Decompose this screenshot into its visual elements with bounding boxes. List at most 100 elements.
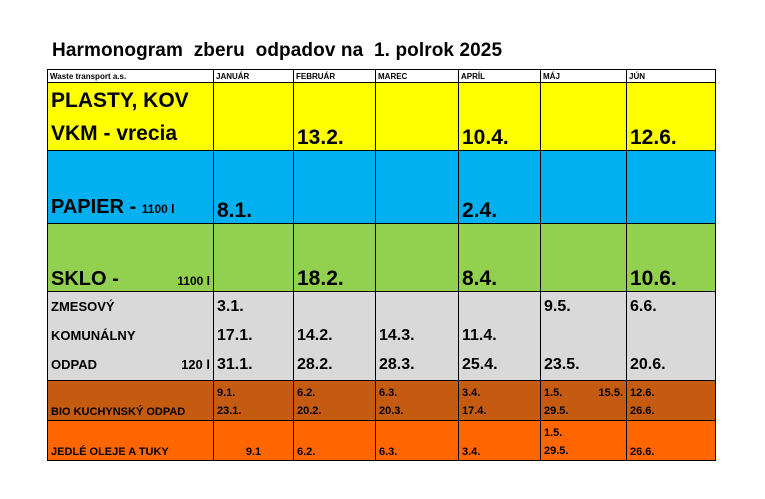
date-text: 29.5. <box>544 445 569 457</box>
date-text: 20.2. <box>297 405 322 417</box>
date-text: 17.4. <box>462 405 487 417</box>
date-cell <box>540 223 627 292</box>
date-cell <box>213 223 294 292</box>
date-cell <box>375 223 459 292</box>
date-text: 23.5. <box>544 356 580 373</box>
month-header: FEBRUÁR <box>293 69 376 83</box>
date-cell: 6.6. 20.6. <box>626 291 716 381</box>
date-cell: 3.1. 17.1. 31.1. <box>213 291 294 381</box>
date-text: 31.1. <box>217 356 253 373</box>
date-text <box>544 321 623 350</box>
date-cell <box>375 150 459 224</box>
date-cell: 3.4. 17.4. <box>458 380 541 421</box>
date-text: 6.6. <box>630 298 657 315</box>
collection-schedule-table: Waste transport a.s. JANUÁR FEBRUÁR MARE… <box>47 69 716 461</box>
date-text <box>379 293 455 322</box>
date-cell: 9.1 <box>213 420 294 461</box>
date-text: 23.1. <box>217 405 242 417</box>
date-cell: 9.1. 23.1. <box>213 380 294 421</box>
date-cell: 9.5. 23.5. <box>540 291 627 381</box>
date-text: 15.5. <box>598 387 623 399</box>
date-cell: 10.4. <box>458 82 541 151</box>
date-text: 9.1 <box>245 446 262 458</box>
volume-text: 1100 l <box>141 202 175 216</box>
date-cell <box>375 82 459 151</box>
date-text: 3.4. <box>462 446 481 458</box>
month-header: JÚN <box>626 69 716 83</box>
date-text: 25.4. <box>462 356 498 373</box>
label-line: PLASTY, KOV <box>51 89 189 112</box>
date-text: 28.2. <box>297 356 333 373</box>
date-cell: 3.4. <box>458 420 541 461</box>
date-text: 28.3. <box>379 356 415 373</box>
date-cell: 10.6. <box>626 223 716 292</box>
date-text <box>297 293 372 322</box>
date-cell: 14.3. 28.3. <box>375 291 459 381</box>
row-papier: PAPIER - 1100 l 8.1. 2.4. <box>47 150 716 224</box>
waste-type-label: PLASTY, KOV VKM - vrecia <box>47 82 214 151</box>
date-cell: 26.6. <box>626 420 716 461</box>
header-row: Waste transport a.s. JANUÁR FEBRUÁR MARE… <box>47 69 716 83</box>
date-text: 11.4. <box>462 327 497 344</box>
date-text: 20.3. <box>379 405 404 417</box>
label-text: ODPAD <box>51 357 97 372</box>
date-cell: 6.2. <box>293 420 376 461</box>
row-plasty: PLASTY, KOV VKM - vrecia 13.2. 10.4. 12.… <box>47 82 716 151</box>
company-name: Waste transport a.s. <box>47 69 214 83</box>
month-header: JANUÁR <box>213 69 294 83</box>
row-oleje: JEDLÉ OLEJE A TUKY 9.1 6.2. 6.3. 3.4. 1.… <box>47 420 716 461</box>
date-text <box>630 321 712 350</box>
date-cell <box>213 82 294 151</box>
row-sklo: SKLO - 1100 l 18.2. 8.4. 10.6. <box>47 223 716 292</box>
date-text: 6.3. <box>379 446 398 458</box>
waste-type-label: JEDLÉ OLEJE A TUKY <box>47 420 214 461</box>
waste-type-label: ZMESOVÝ KOMUNÁLNY ODPAD 120 l <box>47 291 214 381</box>
label-line: ODPAD 120 l <box>51 350 210 379</box>
date-cell: 1.5. 15.5. 29.5. <box>540 380 627 421</box>
date-line: 1.5. 15.5. <box>544 384 623 402</box>
date-text: 26.6. <box>630 446 655 458</box>
date-cell: 6.3. 20.3. <box>375 380 459 421</box>
date-cell: 14.2. 28.2. <box>293 291 376 381</box>
label-text: PAPIER - <box>51 196 142 218</box>
month-header: MÁJ <box>540 69 627 83</box>
volume-text: 120 l <box>181 357 210 372</box>
date-text: 9.1. <box>217 387 236 399</box>
date-text: 17.1. <box>217 327 253 344</box>
date-cell <box>540 150 627 224</box>
waste-type-label: BIO KUCHYNSKÝ ODPAD <box>47 380 214 421</box>
label-text: BIO KUCHYNSKÝ ODPAD <box>51 406 186 418</box>
date-cell: 1.5. 29.5. <box>540 420 627 461</box>
date-cell: 12.6. 26.6. <box>626 380 716 421</box>
date-cell: 12.6. <box>626 82 716 151</box>
label-text: JEDLÉ OLEJE A TUKY <box>51 446 169 458</box>
label-text: SKLO - <box>51 268 125 290</box>
date-cell <box>540 82 627 151</box>
date-cell: 8.1. <box>213 150 294 224</box>
date-text: 1.5. <box>544 427 563 439</box>
month-header: APRÍL <box>458 69 541 83</box>
date-text: 6.2. <box>297 446 316 458</box>
date-text: 6.2. <box>297 387 316 399</box>
date-cell: 6.3. <box>375 420 459 461</box>
date-cell: 18.2. <box>293 223 376 292</box>
date-text: 14.3. <box>379 327 415 344</box>
page-title: Harmonogram zberu odpadov na 1. polrok 2… <box>52 40 503 61</box>
date-text: 12.6. <box>630 387 655 399</box>
date-text: 26.6. <box>630 405 655 417</box>
date-text: 14.2. <box>297 327 333 344</box>
date-text: 9.5. <box>544 298 571 315</box>
date-cell: 11.4. 25.4. <box>458 291 541 381</box>
date-cell <box>626 150 716 224</box>
date-text: 3.4. <box>462 387 481 399</box>
date-text: 29.5. <box>544 405 569 417</box>
date-text: 1.5. <box>544 387 563 399</box>
date-cell: 8.4. <box>458 223 541 292</box>
date-cell: 6.2. 20.2. <box>293 380 376 421</box>
date-text: 3.1. <box>217 298 244 315</box>
date-text: 6.3. <box>379 387 398 399</box>
date-cell: 13.2. <box>293 82 376 151</box>
date-cell: 2.4. <box>458 150 541 224</box>
label-line: KOMUNÁLNY <box>51 328 136 343</box>
row-bio: BIO KUCHYNSKÝ ODPAD 9.1. 23.1. 6.2. 20.2… <box>47 380 716 421</box>
